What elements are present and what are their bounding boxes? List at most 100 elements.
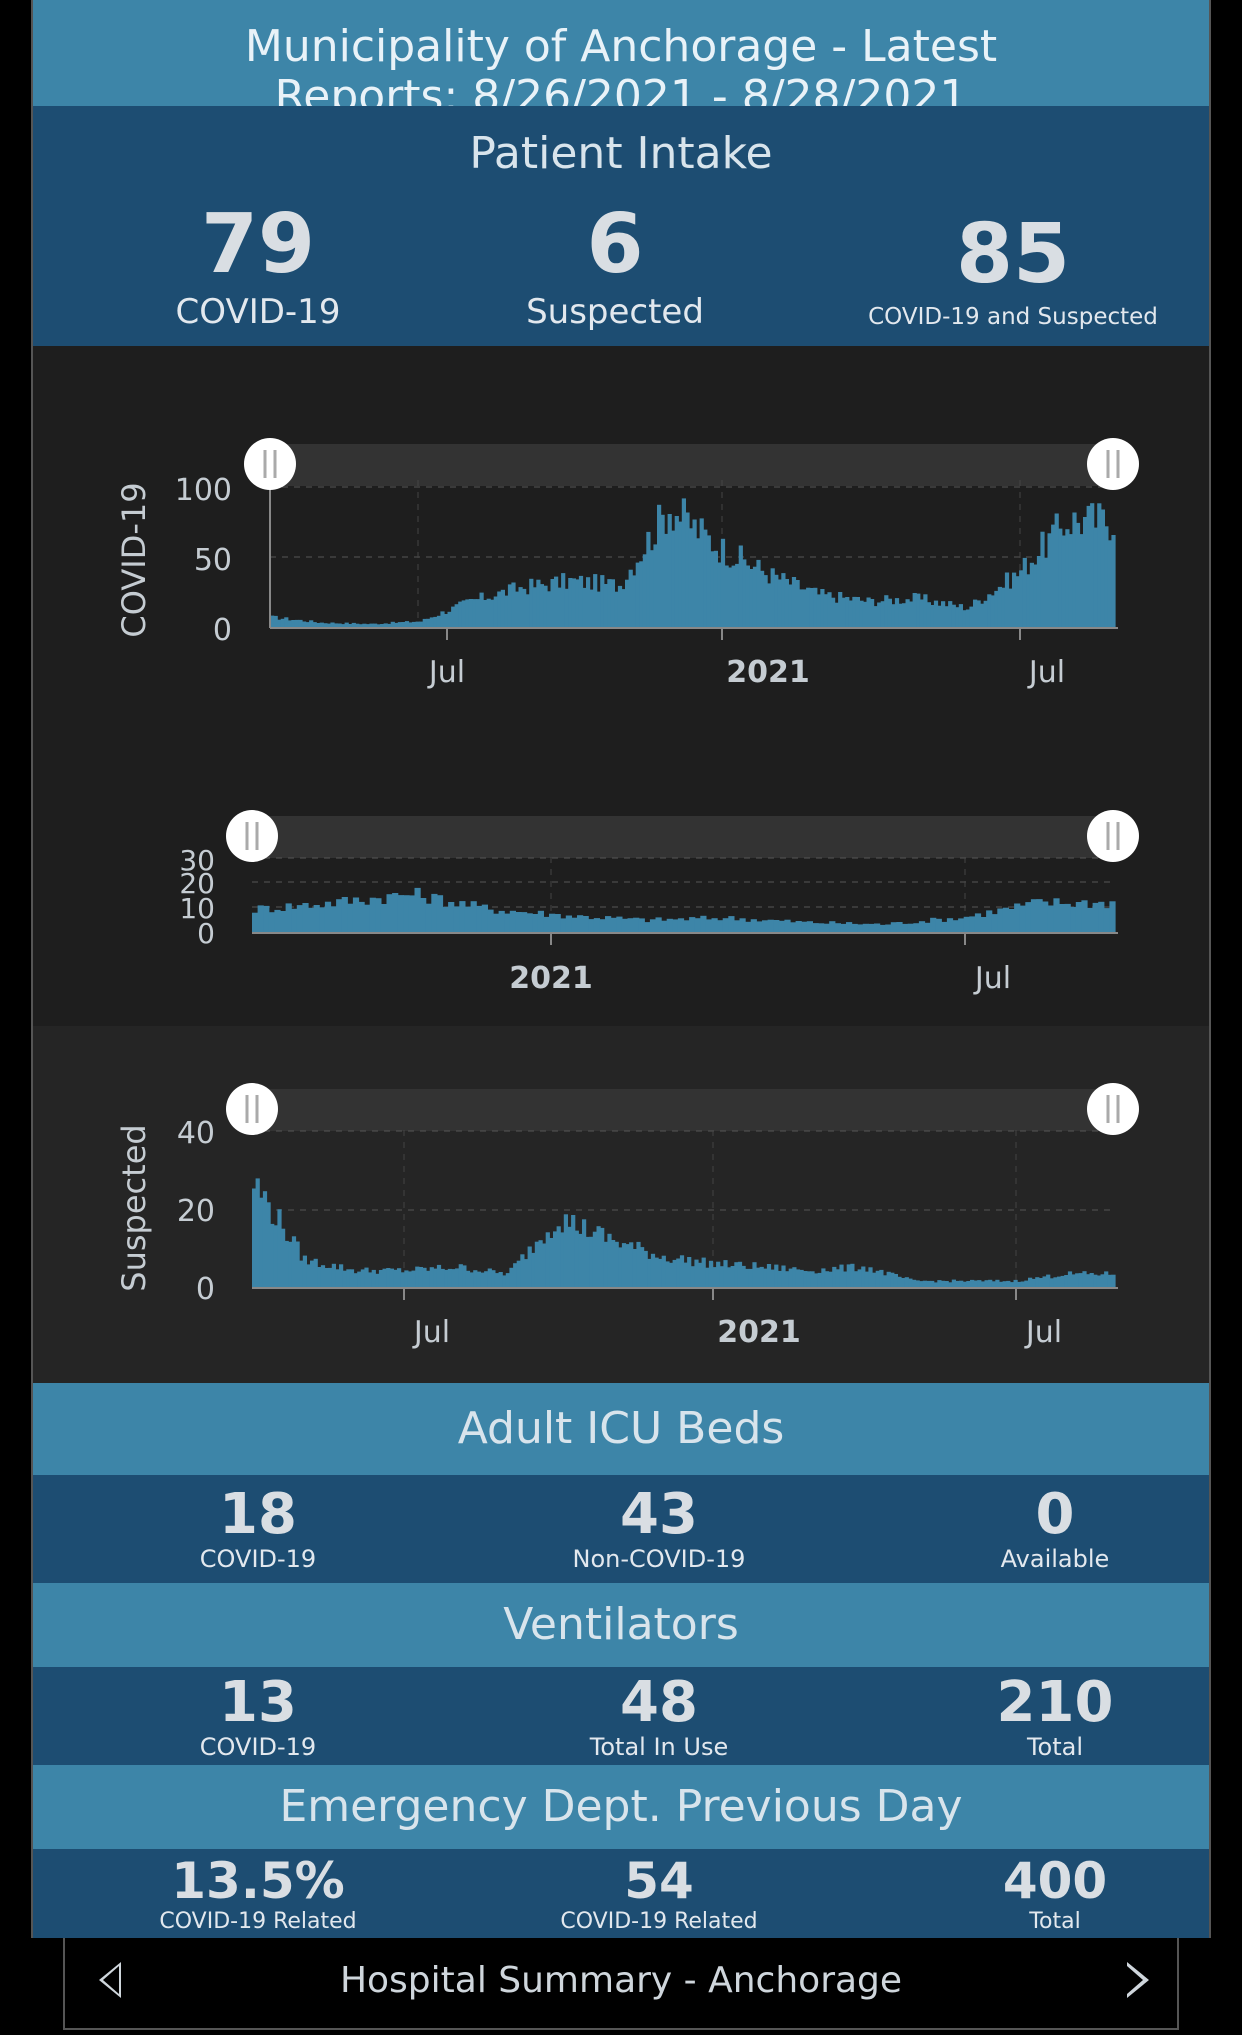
chart-bar bbox=[287, 620, 292, 628]
chart-bar bbox=[480, 1272, 485, 1288]
chart-bar bbox=[515, 591, 520, 628]
chart-bar bbox=[596, 1226, 601, 1288]
chart-bar bbox=[823, 594, 829, 628]
chart-bar bbox=[1044, 557, 1049, 628]
chart-bar bbox=[390, 621, 395, 628]
chart-bar bbox=[378, 1270, 384, 1288]
chart-bar bbox=[319, 622, 324, 628]
chart-bar bbox=[980, 603, 985, 628]
chart-bar bbox=[973, 1280, 978, 1288]
chart-bar bbox=[959, 1280, 964, 1288]
chart-bar bbox=[600, 575, 605, 628]
chart-bar bbox=[453, 906, 460, 933]
chart-bar bbox=[1079, 534, 1084, 628]
chart-bar bbox=[436, 895, 444, 933]
chart-bar bbox=[362, 623, 367, 628]
chart-bar bbox=[285, 903, 292, 933]
chart-bar bbox=[717, 562, 722, 628]
chart-bar bbox=[542, 1243, 547, 1288]
chart-bar bbox=[722, 918, 729, 933]
range-slider-track[interactable] bbox=[252, 816, 1112, 858]
ed-heading-band: Emergency Dept. Previous Day bbox=[33, 1765, 1209, 1849]
chart-bar bbox=[859, 600, 864, 628]
chart-bar bbox=[1064, 903, 1071, 933]
range-handle-right[interactable] bbox=[1087, 810, 1139, 862]
chart-bar bbox=[1015, 576, 1020, 628]
chart-bar bbox=[629, 1242, 634, 1288]
chart-bar bbox=[835, 1269, 840, 1288]
chart-bar bbox=[476, 1271, 481, 1288]
range-slider-track[interactable] bbox=[270, 444, 1110, 486]
chart-bar bbox=[567, 1226, 572, 1288]
chart-bar bbox=[891, 604, 896, 628]
chart-bar bbox=[1004, 572, 1010, 628]
chart-bar bbox=[1109, 901, 1116, 933]
chart-bar bbox=[330, 622, 335, 628]
chart-bar bbox=[487, 909, 494, 933]
chart-bar bbox=[351, 622, 356, 628]
chart-bar bbox=[698, 1262, 703, 1288]
chart-bar bbox=[412, 621, 417, 628]
chart-bar bbox=[1068, 534, 1073, 628]
range-handle-right[interactable] bbox=[1087, 1083, 1139, 1135]
x-tick-label: 2021 bbox=[726, 655, 810, 690]
range-handle-right[interactable] bbox=[1087, 438, 1139, 490]
chart-bar bbox=[464, 906, 472, 933]
chart-bar bbox=[875, 1270, 880, 1288]
chart-bar bbox=[821, 1268, 826, 1288]
chart-bar bbox=[284, 617, 289, 628]
chart-bar bbox=[628, 569, 633, 628]
chart-bar bbox=[902, 923, 909, 933]
chart-bar bbox=[1086, 505, 1091, 628]
chart-bar bbox=[999, 1281, 1004, 1288]
range-handle-left[interactable] bbox=[226, 810, 278, 862]
range-handle-left[interactable] bbox=[226, 1083, 278, 1135]
chart-bar bbox=[599, 919, 606, 933]
chart-bar bbox=[1017, 1281, 1022, 1288]
chart-bar bbox=[493, 596, 498, 628]
chart-bar bbox=[497, 591, 502, 628]
chart-bar bbox=[426, 618, 431, 628]
chart-bar bbox=[739, 918, 746, 933]
chart-bar bbox=[828, 1271, 833, 1288]
chart-bar bbox=[770, 1269, 775, 1288]
range-handle-left[interactable] bbox=[244, 438, 296, 490]
chart-bar bbox=[946, 918, 954, 933]
chart-bar bbox=[885, 924, 892, 933]
chart-bar bbox=[336, 899, 343, 933]
chart-bar bbox=[683, 920, 690, 933]
range-slider-track[interactable] bbox=[252, 1089, 1112, 1131]
chart-bar bbox=[403, 895, 410, 933]
chart-bar bbox=[509, 910, 516, 933]
chart-bar bbox=[912, 593, 917, 628]
chart-bar bbox=[922, 1280, 927, 1288]
chart-bar bbox=[882, 1275, 888, 1288]
chart-bar bbox=[638, 918, 645, 933]
chart-bar bbox=[853, 1271, 859, 1288]
chart-bar bbox=[790, 922, 797, 933]
chart-bar bbox=[505, 1273, 510, 1288]
chart-bar bbox=[262, 1191, 268, 1288]
chart-bar bbox=[507, 584, 513, 628]
chart-bar bbox=[962, 610, 967, 628]
chart-bar bbox=[1036, 899, 1043, 933]
chart-bar bbox=[839, 1264, 844, 1288]
chart-bar bbox=[621, 1243, 627, 1288]
chart-bar bbox=[614, 591, 619, 628]
chart-bar bbox=[1022, 557, 1027, 628]
chart-bar bbox=[426, 1270, 431, 1288]
chart-bar bbox=[951, 1279, 956, 1288]
y-axis-label: COVID-19 bbox=[115, 482, 153, 637]
chart-bar bbox=[862, 601, 868, 628]
chart-bar bbox=[627, 918, 634, 933]
chart-bar bbox=[781, 1265, 786, 1288]
chart-bar bbox=[742, 559, 747, 628]
chart-bar bbox=[1006, 1280, 1011, 1288]
title-band: Municipality of Anchorage - Latest Repor… bbox=[33, 0, 1209, 106]
chart-bar bbox=[1093, 1274, 1098, 1288]
chart-bar bbox=[930, 1280, 935, 1288]
chart-bar bbox=[864, 1271, 869, 1288]
vent-stat-total: 210 Total bbox=[996, 1670, 1114, 1762]
chart-bar bbox=[538, 1240, 543, 1288]
chart-bar bbox=[582, 587, 587, 628]
